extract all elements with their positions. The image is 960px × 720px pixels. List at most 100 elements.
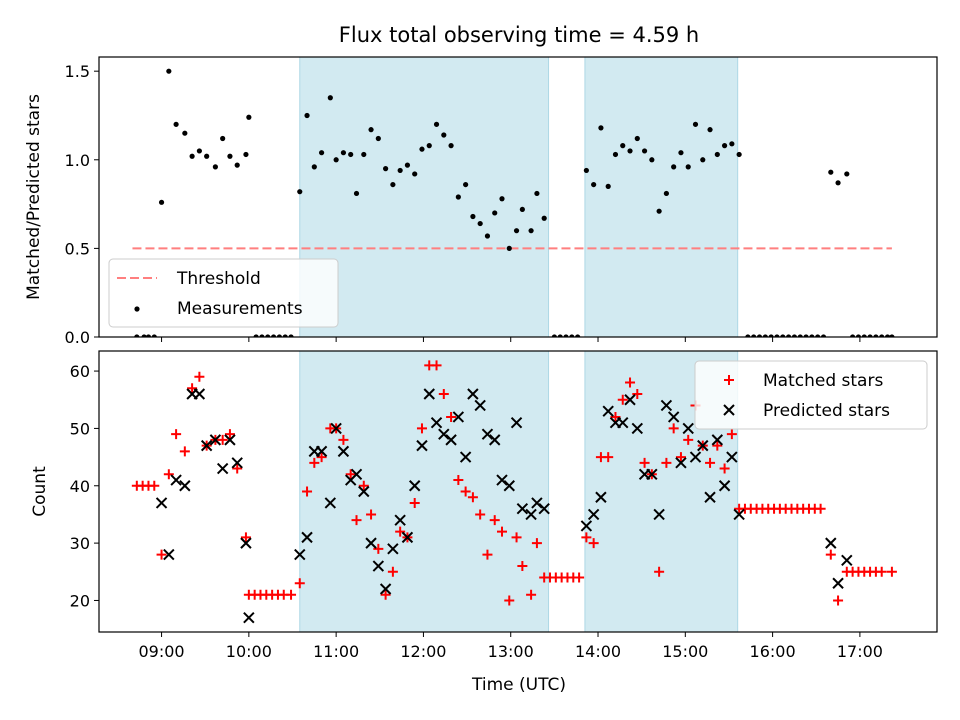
predicted-star-point (682, 422, 694, 435)
x-axis-label: Time (UTC) (471, 675, 566, 695)
matched-star-point (309, 457, 320, 468)
predicted-star-point (733, 508, 745, 521)
legend-label: Matched stars (763, 371, 883, 391)
predicted-star-point (430, 416, 443, 429)
measurement-point (563, 334, 569, 337)
legend-label: Measurements (177, 299, 303, 319)
matched-star-point (395, 526, 406, 537)
matched-star-point (387, 566, 398, 577)
measurement-point (463, 181, 469, 188)
measurement-point (499, 196, 505, 202)
predicted-star-point (704, 491, 716, 503)
axes-frame (98, 350, 938, 633)
predicted-star-point (718, 480, 731, 492)
measurement-point (541, 215, 547, 221)
measurement-point (419, 146, 425, 152)
predicted-star-point (538, 502, 550, 515)
measurement-point (189, 153, 195, 159)
predicted-star-point (841, 554, 853, 567)
matched-star-point (833, 595, 844, 606)
measurement-point (212, 164, 218, 170)
measurement-point (412, 171, 418, 177)
measurement-point (270, 334, 277, 337)
measurement-point (151, 334, 157, 337)
predicted-star-point (155, 497, 168, 509)
matched-star-point (240, 532, 251, 543)
measurement-point (433, 121, 440, 127)
y-tick-label: 0.5 (65, 239, 90, 258)
predicted-star-point (200, 439, 213, 452)
x-tick-label: 14:00 (575, 642, 621, 661)
y-tick-label: 50 (70, 419, 90, 438)
measurement-point (634, 135, 640, 142)
measurement-point (134, 334, 140, 337)
x-tick-label: 15:00 (662, 642, 708, 661)
y-tick-label: 20 (70, 591, 90, 610)
measurement-point (204, 153, 210, 159)
predicted-star-point (163, 548, 175, 561)
matched-star-point (453, 475, 464, 486)
predicted-star-point (660, 399, 673, 412)
measurement-point (227, 153, 233, 159)
predicted-star-point (675, 457, 687, 469)
y-tick-label: 30 (70, 534, 90, 553)
predicted-star-point (423, 388, 435, 400)
matched-star-point (460, 486, 471, 497)
measurement-point (265, 334, 271, 337)
matched-star-point (489, 515, 500, 526)
predicted-star-point (602, 405, 614, 417)
predicted-star-point (832, 577, 844, 589)
predicted-star-point (401, 531, 414, 544)
measurement-point (627, 148, 633, 154)
predicted-star-point (350, 468, 363, 481)
matched-star-point (286, 589, 297, 600)
shaded-interval (299, 350, 550, 633)
predicted-star-point (452, 411, 465, 423)
measurement-point (375, 135, 381, 142)
predicted-star-point (631, 422, 644, 435)
measurement-point (791, 334, 798, 337)
measurement-point (620, 143, 626, 149)
matched-star-point (224, 429, 235, 440)
measurement-point (850, 334, 856, 337)
matched-star-point (156, 549, 167, 560)
measurement-point (803, 334, 809, 337)
measurement-point (575, 334, 581, 337)
legend-label: Predicted stars (763, 401, 890, 421)
measurement-point (348, 151, 354, 158)
measurement-point (551, 334, 557, 337)
matched-star-point (171, 429, 182, 440)
x-tick-label: 16:00 (750, 642, 796, 661)
measurement-point (844, 171, 850, 177)
legend-measurement-handle (134, 306, 140, 312)
measurement-point (484, 233, 491, 239)
measurement-point (569, 334, 575, 337)
predicted-star-point (365, 537, 377, 549)
x-tick-label: 09:00 (139, 642, 185, 661)
matched-star-point (712, 440, 723, 451)
predicted-star-point (379, 583, 392, 595)
matched-star-point (380, 589, 391, 600)
matched-star-point (526, 589, 537, 600)
predicted-star-point (667, 411, 680, 423)
measurement-point (173, 121, 179, 127)
matched-star-point (815, 503, 826, 514)
matched-star-point (338, 434, 349, 445)
matched-star-point (416, 423, 427, 434)
measurement-point (861, 334, 867, 337)
predicted-star-point (394, 514, 406, 526)
predicted-star-point (294, 548, 306, 561)
predicted-star-point (372, 560, 385, 572)
measurement-point (368, 127, 374, 133)
measurement-point (288, 334, 294, 337)
predicted-star-point (689, 451, 702, 463)
ratio-axes: 0.0 0.5 1.0 1.5 Matched/Predicted stars Thres… (24, 56, 938, 347)
predicted-star-point (595, 491, 607, 503)
measurement-point (707, 127, 713, 133)
measurement-point (768, 334, 774, 337)
predicted-star-point (525, 508, 537, 521)
measurement-point (678, 150, 684, 156)
predicted-star-point (216, 462, 229, 475)
measurement-point (528, 228, 534, 234)
measurement-point (721, 143, 728, 149)
